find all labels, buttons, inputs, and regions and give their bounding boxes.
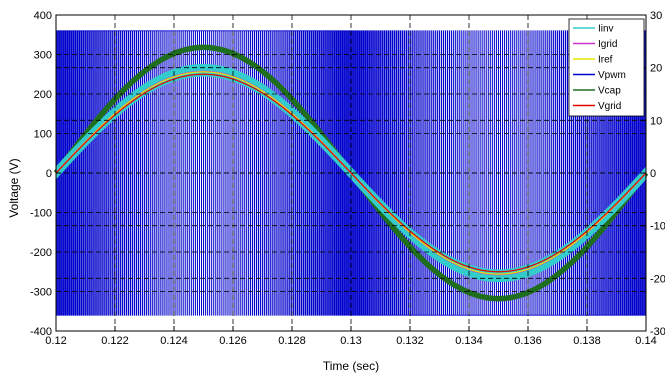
y-tick-label: -100 xyxy=(30,208,52,220)
legend-label: Vcap xyxy=(598,86,621,97)
x-tick-label: 0.128 xyxy=(278,335,306,347)
legend-label: Vgrid xyxy=(598,101,621,112)
x-tick-label: 0.122 xyxy=(101,335,129,347)
legend-label: Vpwm xyxy=(598,70,626,81)
y2-tick-label: 0 xyxy=(650,168,656,180)
x-tick-label: 0.13 xyxy=(340,335,361,347)
y-tick-label: 0 xyxy=(46,168,52,180)
y-tick-label: 100 xyxy=(34,129,52,141)
x-tick-label: 0.134 xyxy=(455,335,483,347)
x-tick-label: 0.12 xyxy=(45,335,66,347)
y2-tick-label: 10 xyxy=(650,115,662,127)
y2-tick-label: 20 xyxy=(650,63,662,75)
axes: 0.12 0.122 0.124 0.126 0.128 0.13 0.132 0.134 0.… xyxy=(30,10,665,347)
y2-tick-label: 30 xyxy=(650,10,662,22)
grid xyxy=(56,15,646,331)
y-tick-label: -400 xyxy=(30,326,52,338)
y-tick-label: 400 xyxy=(34,10,52,22)
x-tick-label: 0.126 xyxy=(219,335,247,347)
y2-tick-label: -30 xyxy=(650,326,665,338)
legend-box xyxy=(568,18,645,117)
x-tick-label: 0.138 xyxy=(573,335,601,347)
y2-tick-label: -10 xyxy=(650,221,665,233)
y-tick-label: 200 xyxy=(34,89,52,101)
legend: Iinv Igrid Iref Vpwm Vcap Vgrid xyxy=(568,18,645,117)
series-vgrid xyxy=(55,73,647,273)
x-axis-label: Time (sec) xyxy=(323,359,379,373)
legend-label: Iinv xyxy=(598,24,614,35)
x-tick-label: 0.14 xyxy=(635,335,656,347)
y-tick-label: -300 xyxy=(30,287,52,299)
x-tick-label: 0.132 xyxy=(396,335,424,347)
x-tick-label: 0.136 xyxy=(514,335,542,347)
y2-tick-label: -20 xyxy=(650,273,665,285)
y-tick-label: -200 xyxy=(30,247,52,259)
legend-label: Iref xyxy=(598,55,613,66)
legend-label: Igrid xyxy=(598,39,617,50)
y-tick-label: 300 xyxy=(34,50,52,62)
x-tick-label: 0.124 xyxy=(160,335,188,347)
y-axis-label: Voltage (V) xyxy=(7,158,21,217)
